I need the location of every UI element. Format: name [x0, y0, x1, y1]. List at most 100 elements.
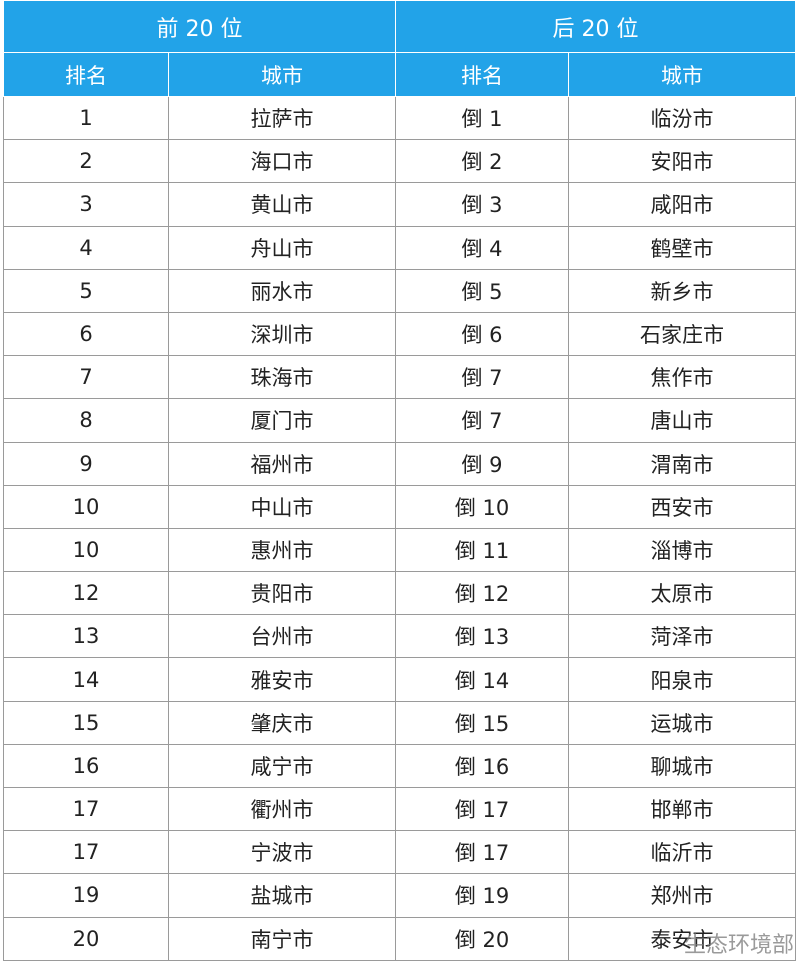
- table-row: 15 肇庆市倒 15 运城市: [3, 700, 797, 745]
- column-header: 排名: [395, 52, 570, 97]
- city-cell: 邯郸市: [568, 786, 797, 832]
- table-row: 6 深圳市倒 6 石家庄市: [3, 311, 797, 357]
- city-cell: 太原市: [568, 571, 797, 616]
- city-cell: 珠海市: [167, 355, 397, 400]
- city-cell: 淄博市: [568, 527, 797, 573]
- table-row: 1 拉萨市倒 1 临汾市: [3, 95, 797, 141]
- rank-cell: 倒 3: [395, 182, 570, 227]
- rank-cell: 9: [3, 441, 169, 486]
- city-cell: 新乡市: [568, 268, 797, 313]
- city-cell: 南宁市: [167, 916, 397, 961]
- city-cell: 拉萨市: [167, 95, 397, 141]
- rank-cell: 倒 7: [395, 398, 570, 443]
- rank-cell: 倒 17: [395, 786, 570, 832]
- city-cell: 安阳市: [568, 139, 797, 184]
- table-row: 20 南宁市倒 20 泰安市: [3, 916, 797, 961]
- city-cell: 惠州市: [167, 527, 397, 573]
- rank-cell: 17: [3, 786, 169, 832]
- city-cell: 阳泉市: [568, 657, 797, 702]
- rank-cell: 倒 11: [395, 527, 570, 573]
- column-header: 排名: [3, 52, 169, 97]
- rank-cell: 倒 20: [395, 916, 570, 961]
- rank-cell: 倒 9: [395, 441, 570, 486]
- table-row: 19 盐城市倒 19 郑州市: [3, 873, 797, 918]
- rank-cell: 倒 7: [395, 355, 570, 400]
- rank-cell: 倒 15: [395, 700, 570, 745]
- city-cell: 厦门市: [167, 398, 397, 443]
- table-row: 12 贵阳市倒 12 太原市: [3, 571, 797, 616]
- rank-cell: 倒 14: [395, 657, 570, 702]
- rank-cell: 倒 1: [395, 95, 570, 141]
- city-cell: 舟山市: [167, 225, 397, 270]
- table-row: 10 惠州市倒 11 淄博市: [3, 527, 797, 573]
- rank-cell: 12: [3, 571, 169, 616]
- rank-cell: 倒 4: [395, 225, 570, 270]
- rank-cell: 倒 12: [395, 571, 570, 616]
- city-cell: 菏泽市: [568, 614, 797, 659]
- group-header: 前 20 位: [2, 0, 397, 53]
- table-row: 2 海口市倒 2 安阳市: [3, 139, 797, 184]
- rank-cell: 倒 19: [395, 873, 570, 918]
- city-cell: 唐山市: [568, 398, 797, 443]
- watermark: 生态环境部: [683, 933, 794, 958]
- city-cell: 泰安市: [568, 916, 797, 961]
- rank-cell: 17: [3, 830, 169, 875]
- rank-cell: 2: [3, 139, 169, 184]
- table-row: 17 宁波市倒 17 临沂市: [3, 830, 797, 875]
- rank-cell: 倒 6: [395, 311, 570, 357]
- city-cell: 焦作市: [568, 355, 797, 400]
- header-row: 排名 城市 排名 城市: [3, 52, 797, 97]
- table-row: 5 丽水市倒 5 新乡市: [3, 268, 797, 313]
- city-cell: 福州市: [167, 441, 397, 486]
- column-header: 城市: [568, 52, 797, 97]
- rank-cell: 19: [3, 873, 169, 918]
- rank-cell: 16: [3, 743, 169, 789]
- rank-cell: 4: [3, 225, 169, 270]
- city-cell: 深圳市: [167, 311, 397, 357]
- rank-cell: 7: [3, 355, 169, 400]
- city-cell: 运城市: [568, 700, 797, 745]
- table-head: 前 20 位 后 20 位 排名 城市 排名 城市: [2, 0, 797, 97]
- rank-cell: 倒 16: [395, 743, 570, 789]
- rank-cell: 10: [3, 527, 169, 573]
- rank-cell: 5: [3, 268, 169, 313]
- rank-cell: 倒 5: [395, 268, 570, 313]
- city-cell: 西安市: [568, 484, 797, 529]
- table-row: 14 雅安市倒 14 阳泉市: [3, 657, 797, 702]
- city-cell: 渭南市: [568, 441, 797, 486]
- table-body: 1 拉萨市倒 1 临汾市 2 海口市倒 2 安阳市 3 黄山市倒 3 咸阳市 4 舟山市倒 4 鹤壁市…: [3, 95, 797, 961]
- city-cell: 郑州市: [568, 873, 797, 918]
- table-row: 9 福州市倒 9 渭南市: [3, 441, 797, 486]
- rank-cell: 倒 2: [395, 139, 570, 184]
- rank-cell: 15: [3, 700, 169, 745]
- city-cell: 鹤壁市: [568, 225, 797, 270]
- table-row: 4 舟山市倒 4 鹤壁市: [3, 225, 797, 270]
- city-cell: 盐城市: [167, 873, 397, 918]
- city-cell: 宁波市: [167, 830, 397, 875]
- city-cell: 黄山市: [167, 182, 397, 227]
- table-row: 16 咸宁市倒 16 聊城市: [3, 743, 797, 789]
- rank-cell: 8: [3, 398, 169, 443]
- city-cell: 丽水市: [167, 268, 397, 313]
- rank-cell: 倒 10: [395, 484, 570, 529]
- table-row: 7 珠海市倒 7 焦作市: [3, 355, 797, 400]
- city-cell: 雅安市: [167, 657, 397, 702]
- city-cell: 聊城市: [568, 743, 797, 789]
- city-cell: 石家庄市: [568, 311, 797, 357]
- table-row: 13 台州市倒 13 菏泽市: [3, 614, 797, 659]
- column-header: 城市: [167, 52, 397, 97]
- table-row: 10 中山市倒 10 西安市: [3, 484, 797, 529]
- rank-cell: 14: [3, 657, 169, 702]
- city-cell: 海口市: [167, 139, 397, 184]
- city-cell: 临沂市: [568, 830, 797, 875]
- table-row: 3 黄山市倒 3 咸阳市: [3, 182, 797, 227]
- rank-cell: 10: [3, 484, 169, 529]
- city-cell: 贵阳市: [167, 571, 397, 616]
- city-cell: 肇庆市: [167, 700, 397, 745]
- table-row: 8 厦门市倒 7 唐山市: [3, 398, 797, 443]
- city-cell: 临汾市: [568, 95, 797, 141]
- city-cell: 台州市: [167, 614, 397, 659]
- city-cell: 咸阳市: [568, 182, 797, 227]
